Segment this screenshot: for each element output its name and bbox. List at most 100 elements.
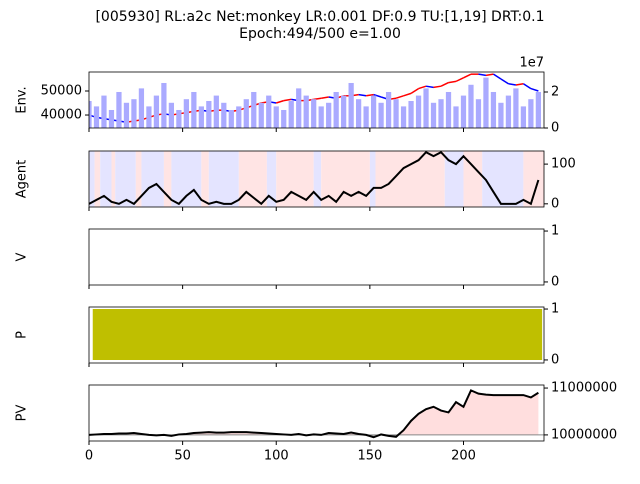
plot-area (89, 389, 544, 439)
volume-bar (138, 88, 145, 128)
axes-frame (88, 71, 545, 129)
volume-bar (341, 95, 347, 128)
price-segment (321, 96, 329, 99)
figure-subtitle: Epoch:494/500 e=1.00 (239, 26, 401, 42)
price-segment (448, 80, 457, 84)
volume-bar (236, 106, 242, 128)
volume-bar (296, 88, 302, 128)
volume-bar (475, 99, 482, 128)
price-segment (283, 98, 292, 102)
price-segment (410, 87, 419, 95)
y-axis-label: Agent (15, 160, 30, 198)
price-segment (276, 99, 284, 104)
area (92, 309, 543, 360)
action-span (266, 151, 277, 207)
y-tick-label: 0 (551, 352, 559, 367)
y-tick-label: 10000000 (551, 427, 617, 442)
plot-area (89, 151, 544, 207)
price-segment (425, 85, 434, 89)
volume-bar (266, 95, 272, 128)
x-tick-label: 0 (85, 449, 93, 464)
action-span (111, 151, 116, 207)
volume-bar (183, 99, 189, 128)
x-tick-label: 150 (357, 449, 382, 464)
volume-bar (251, 91, 257, 128)
volume-bar (505, 95, 512, 128)
volume-bar (423, 88, 429, 128)
volume-bar (221, 102, 227, 128)
volume-bar (228, 109, 234, 128)
y2-offset: 1e7 (519, 56, 544, 71)
y-tick-label: 40000 (41, 108, 82, 123)
volume-bar (490, 91, 497, 128)
price-segment (500, 78, 509, 85)
price-segment (522, 83, 532, 90)
y-tick-label: 11000000 (551, 381, 617, 396)
volume-bar (385, 91, 392, 128)
price-segment (366, 93, 374, 97)
volume-bar (273, 106, 279, 128)
action-span (115, 151, 136, 207)
volume-bar (161, 82, 167, 128)
price-segment (515, 83, 524, 86)
action-span (444, 151, 464, 207)
price-segment (463, 73, 472, 79)
y-tick-label: 50000 (41, 83, 82, 98)
action-span (100, 151, 112, 207)
volume-bar (460, 95, 467, 128)
volume-bar (153, 95, 160, 128)
price-segment (440, 81, 449, 87)
axes-frame (88, 306, 545, 364)
volume-bar (146, 106, 152, 128)
action-span (208, 151, 239, 207)
price-segment (485, 73, 494, 77)
volume-bar (370, 95, 377, 128)
y-axis-label: PV (15, 405, 30, 422)
volume-bar (326, 102, 332, 128)
panel: 0 1 V (15, 224, 560, 290)
volume-bar (123, 102, 130, 128)
axes-frame (88, 228, 545, 286)
price-segment (358, 93, 367, 97)
y-tick-label: 1 (551, 302, 559, 317)
action-span (313, 151, 322, 207)
volume-bar (198, 106, 204, 128)
action-span (201, 151, 209, 207)
volume-bar (206, 100, 212, 128)
panel: 10000000 11000000 0 50 100 150 200 PV (15, 381, 618, 464)
volume-bar (363, 106, 369, 128)
action-span (523, 151, 544, 207)
volume-bar (408, 100, 414, 128)
volume-bar (89, 100, 92, 128)
volume-bar (520, 106, 527, 128)
volume-bar (108, 109, 115, 128)
x-tick-label: 50 (174, 449, 191, 464)
panel: 0 100 Agent (15, 150, 576, 211)
y-axis-label: P (15, 331, 30, 339)
volume-bar (131, 99, 137, 128)
x-tick-label: 100 (264, 449, 289, 464)
volume-bar (535, 91, 542, 128)
line (89, 151, 540, 206)
volume-bar (400, 106, 407, 128)
volume-bar (311, 99, 317, 128)
price-segment (433, 85, 442, 89)
volume-bar (101, 95, 107, 128)
volume-bar (393, 99, 399, 128)
volume-bar (191, 91, 197, 128)
volume-bar (445, 91, 452, 128)
y-tick-label: 0 (551, 196, 559, 211)
volume-bar (513, 88, 519, 128)
action-span (89, 151, 95, 207)
volume-bar (453, 106, 459, 128)
y-axis-label: V (15, 252, 30, 261)
price-segment (418, 85, 427, 90)
volume-bar (176, 109, 182, 128)
volume-bar (468, 84, 474, 128)
axes-frame (88, 384, 545, 442)
x-tick-label: 200 (451, 449, 476, 464)
y-tick-label: 1 (551, 224, 559, 239)
price-segment (493, 73, 502, 80)
volume-bar (528, 99, 534, 128)
